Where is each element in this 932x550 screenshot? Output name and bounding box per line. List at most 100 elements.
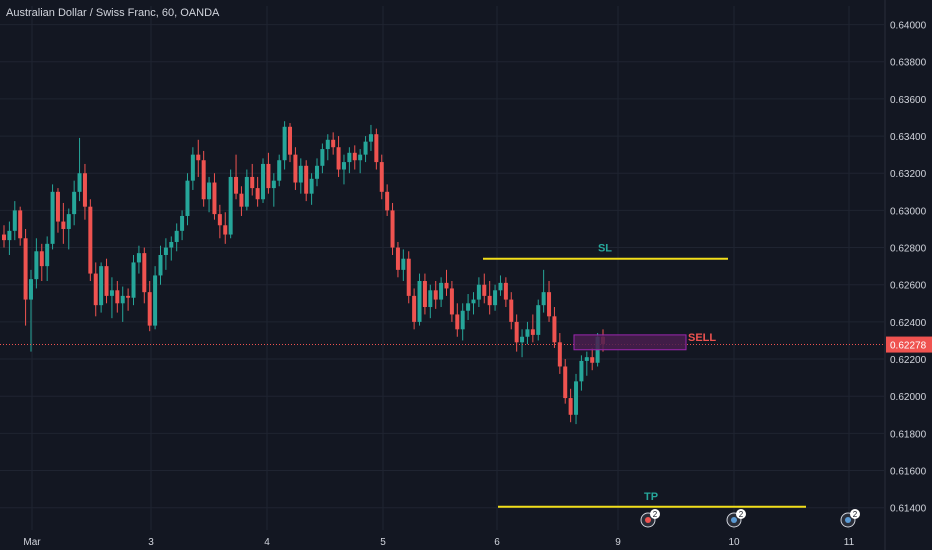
price-axis[interactable]: 0.64000 0.63800 0.63600 0.63400 0.63200 0.630… [886, 21, 932, 515]
candle-body [395, 247, 400, 270]
candle-body [185, 180, 190, 216]
x-tick-label: 4 [264, 537, 270, 548]
candle-body [347, 152, 352, 163]
candle-body [169, 241, 174, 248]
candle-body [536, 305, 541, 335]
x-tick-label: 9 [615, 537, 621, 548]
candle-body [466, 303, 471, 311]
candle-body [325, 139, 330, 150]
candle-body [23, 238, 28, 300]
economic-event-icon[interactable]: 2 [840, 509, 860, 528]
y-tick-label: 0.62600 [890, 281, 927, 292]
candle-body [34, 251, 39, 280]
candle-body [509, 299, 514, 322]
candle-body [352, 152, 357, 161]
candle-body [271, 180, 276, 189]
x-tick-label: 11 [844, 537, 855, 548]
y-tick-label: 0.62000 [890, 392, 927, 403]
candle-body [250, 176, 255, 189]
candle-body [131, 262, 136, 298]
candle-body [471, 299, 476, 304]
candle-body [115, 290, 120, 304]
candle-body [482, 284, 487, 296]
candle-body [2, 234, 6, 241]
candle-body [77, 173, 82, 192]
candle-body [147, 292, 152, 326]
candle-body [304, 165, 309, 194]
candle-body [61, 221, 66, 229]
economic-event-icon[interactable]: 2 [640, 509, 660, 528]
candle-body [120, 295, 125, 304]
y-tick-label: 0.62200 [890, 355, 927, 366]
candle-body [136, 253, 141, 263]
candle-body [12, 210, 17, 231]
y-tick-label: 0.63400 [890, 132, 927, 143]
candle-body [158, 254, 163, 276]
candle-body [66, 214, 71, 229]
current-price-badge [886, 336, 932, 353]
candle-body [563, 366, 568, 399]
event-dot [645, 517, 651, 523]
time-axis[interactable]: Mar 3 4 5 6 9 10 11 [23, 537, 854, 548]
candle-body [579, 360, 584, 382]
candle-body [374, 134, 379, 163]
candle-body [590, 357, 595, 363]
sell-zone[interactable] [573, 334, 687, 351]
candle-body [288, 126, 293, 155]
candle-body [476, 284, 481, 300]
current-price-label: 0.62278 [890, 341, 927, 352]
candle-body [314, 165, 319, 179]
candle-body [228, 176, 233, 235]
sl-label: SL [598, 243, 612, 255]
candle-body [55, 191, 60, 222]
candle-body [574, 381, 579, 415]
candle-body [298, 165, 303, 183]
candle-body [341, 162, 346, 170]
event-count: 2 [853, 510, 858, 519]
candle-body [449, 288, 454, 315]
candle-body [444, 282, 449, 289]
candle-body [180, 215, 185, 231]
candle-body [487, 295, 492, 306]
annotations: SELL SL TP 2 2 2 [0, 243, 884, 528]
y-tick-label: 0.64000 [890, 21, 927, 32]
candle-body [212, 182, 217, 215]
candle-body [455, 314, 460, 330]
candle-body [406, 258, 411, 296]
candle-body [39, 251, 44, 267]
candle-body [514, 321, 519, 343]
candle-body [201, 160, 206, 200]
candle-body [358, 154, 363, 161]
candle-body [493, 290, 498, 306]
candle-body [439, 282, 444, 300]
candle-body [266, 163, 271, 189]
candle-body [93, 273, 98, 306]
candle-body [239, 193, 244, 207]
candle-body [255, 188, 260, 200]
candle-body [401, 258, 406, 270]
candle-body [320, 149, 325, 166]
candle-body [428, 290, 433, 308]
candle-body [207, 182, 212, 200]
candle-body [217, 214, 222, 226]
candle-body [104, 266, 109, 296]
y-tick-label: 0.61800 [890, 429, 927, 440]
candle-body [390, 210, 395, 248]
candle-body [82, 173, 87, 207]
event-dot [731, 517, 737, 523]
candle-body [422, 281, 427, 308]
candle-body [498, 282, 503, 291]
economic-event-icon[interactable]: 2 [726, 509, 746, 528]
event-count: 2 [739, 510, 744, 519]
candle-body [584, 357, 589, 361]
candle-body [163, 247, 168, 255]
candle-body [368, 134, 373, 142]
candle-body [552, 316, 557, 343]
candle-body [190, 154, 195, 181]
candle-body [153, 275, 158, 326]
candle-body [385, 191, 390, 211]
candle-body [196, 154, 201, 161]
y-tick-label: 0.62400 [890, 318, 927, 329]
